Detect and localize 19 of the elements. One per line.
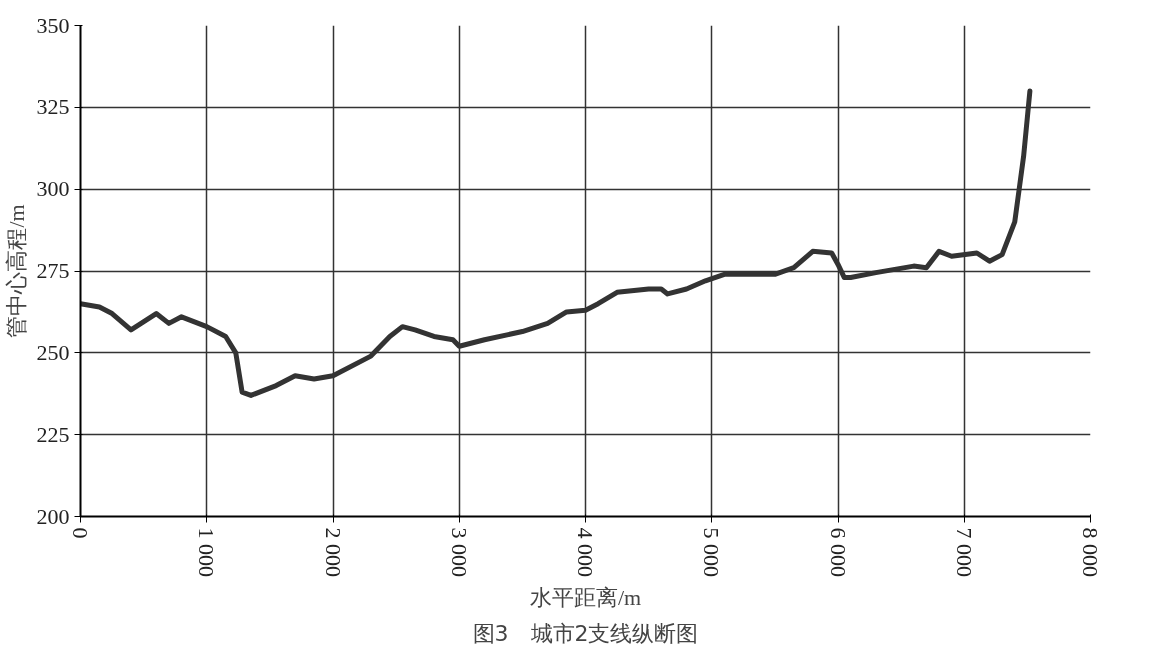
y-tick-label: 325 [36,94,70,120]
x-tick-label: 3 000 [446,527,472,577]
y-tick-label: 200 [36,503,70,529]
x-tick-label: 5 000 [699,527,725,577]
x-tick-label: 7 000 [951,527,977,577]
x-tick-label: 0 [68,527,93,539]
y-tick-label: 225 [36,421,70,447]
x-tick-label: 1 000 [194,527,220,577]
y-tick-label: 275 [36,258,70,283]
x-tick-label: 6 000 [825,527,851,577]
y-axis-title: 管中心高程/m [3,204,29,338]
y-tick-label: 350 [36,12,70,38]
x-axis-title: 水平距离/m [529,585,642,610]
y-tick-label: 300 [36,176,70,202]
x-tick-label: 2 000 [320,527,346,577]
caption: 图3 城市2支线纵断图 [472,620,699,646]
x-tick-label: 8 000 [1078,527,1103,577]
x-tick-label: 4 000 [573,527,598,577]
y-tick-label: 250 [36,339,70,365]
